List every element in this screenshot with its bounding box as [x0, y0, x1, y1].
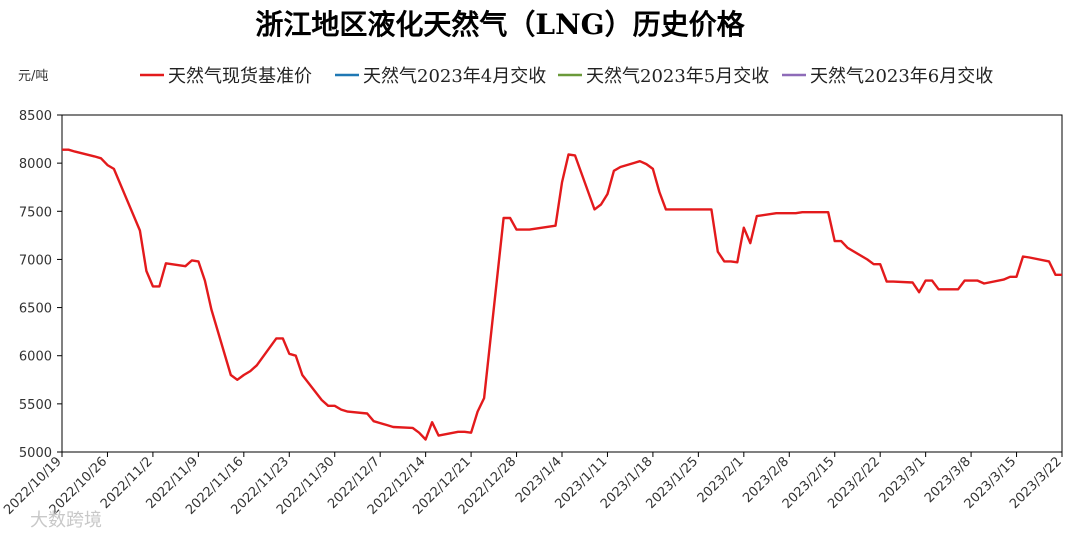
legend-label: 天然气2023年6月交收	[810, 66, 993, 87]
axes: 500055006000650070007500800085002022/10/…	[1, 109, 1065, 518]
y-tick-label: 5000	[19, 446, 52, 461]
y-tick-label: 8000	[19, 157, 52, 172]
y-tick-label: 6500	[19, 302, 52, 317]
legend-label: 天然气现货基准价	[168, 66, 312, 87]
y-tick-label: 7500	[19, 205, 52, 220]
legend-label: 天然气2023年5月交收	[586, 66, 769, 87]
legend-label: 天然气2023年4月交收	[363, 66, 546, 87]
watermark: 大数跨境	[30, 510, 102, 531]
x-tick-label: 2023/3/1	[877, 454, 929, 506]
y-unit-label: 元/吨	[18, 69, 48, 84]
series-line-1	[62, 148, 1062, 441]
chart-title: 浙江地区液化天然气（LNG）历史价格	[255, 8, 745, 41]
y-tick-label: 7000	[19, 253, 52, 268]
series-layer	[62, 148, 1062, 441]
y-tick-label: 5500	[19, 398, 52, 413]
legend: 天然气现货基准价 天然气2023年4月交收 天然气2023年5月交收 天然气2023年…	[140, 66, 993, 87]
y-tick-label: 8500	[19, 109, 52, 124]
y-tick-label: 6000	[19, 350, 52, 365]
x-tick-label: 2023/2/1	[695, 454, 747, 506]
